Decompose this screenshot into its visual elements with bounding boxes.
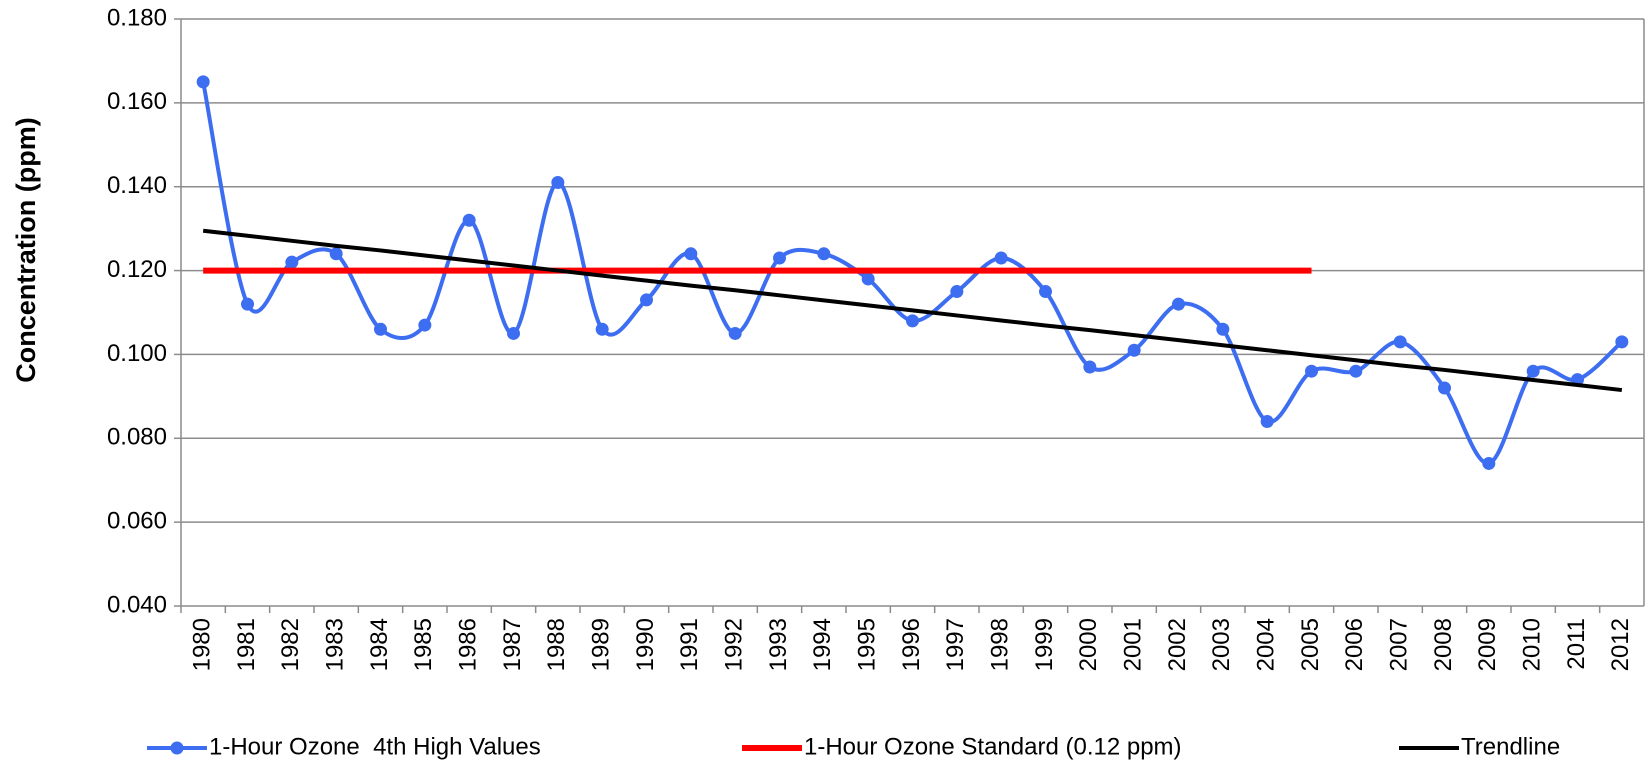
data-point xyxy=(462,213,476,227)
x-tick-label: 1997 xyxy=(942,618,969,671)
data-point xyxy=(1438,381,1451,395)
x-tick-label: 1989 xyxy=(588,618,615,671)
x-tick-label: 1984 xyxy=(366,618,393,671)
x-tick-label: 2008 xyxy=(1430,618,1457,671)
data-point xyxy=(241,297,254,311)
x-tick-label: 1980 xyxy=(189,618,216,671)
y-tick-label: 0.140 xyxy=(107,172,167,199)
legend-marker xyxy=(170,741,184,755)
legend-label: 1-Hour Ozone Standard (0.12 ppm) xyxy=(804,733,1182,760)
x-tick-label: 1988 xyxy=(543,618,570,671)
x-tick-label: 2002 xyxy=(1164,618,1191,671)
data-point xyxy=(595,322,609,336)
data-point xyxy=(684,247,698,261)
series-line xyxy=(202,228,1623,393)
data-point xyxy=(817,247,831,261)
x-tick-label: 2000 xyxy=(1075,618,1102,671)
data-point xyxy=(1305,364,1318,378)
x-tick-label: 1990 xyxy=(632,618,659,671)
y-tick-label: 0.060 xyxy=(107,507,167,534)
y-tick-label: 0.120 xyxy=(107,256,167,283)
x-tick-label: 2011 xyxy=(1563,618,1590,670)
legend-label: Trendline xyxy=(1461,733,1560,760)
x-tick-label: 2012 xyxy=(1607,618,1634,671)
x-tick-label: 2003 xyxy=(1208,618,1235,671)
x-tick-label: 1996 xyxy=(898,618,925,671)
data-point xyxy=(906,314,919,328)
legend-label: 1-Hour Ozone 4th High Values xyxy=(209,733,541,760)
x-tick-label: 1995 xyxy=(854,618,881,671)
data-point xyxy=(728,326,742,340)
data-point xyxy=(1127,343,1141,357)
data-point xyxy=(196,75,210,89)
data-point xyxy=(1216,322,1230,336)
y-tick-label: 0.160 xyxy=(107,88,167,115)
data-point xyxy=(861,272,875,286)
x-tick-label: 2010 xyxy=(1519,618,1546,671)
x-tick-label: 1991 xyxy=(676,618,703,671)
data-point xyxy=(1482,456,1496,470)
x-tick-label: 1983 xyxy=(322,618,349,671)
data-point xyxy=(374,322,387,336)
x-tick-label: 1992 xyxy=(721,618,748,671)
data-point xyxy=(1615,335,1629,349)
data-point xyxy=(773,251,786,265)
x-tick-label: 2005 xyxy=(1297,618,1324,671)
x-tick-label: 1986 xyxy=(455,618,482,671)
x-tick-label: 2001 xyxy=(1120,618,1147,671)
data-point xyxy=(1393,335,1407,349)
data-point xyxy=(1172,297,1185,311)
x-tick-label: 1993 xyxy=(765,618,792,671)
y-tick-label: 0.180 xyxy=(107,4,167,31)
data-point xyxy=(285,255,299,269)
data-point xyxy=(1039,285,1052,299)
x-tick-label: 1987 xyxy=(499,618,526,671)
data-point xyxy=(1260,415,1274,429)
y-tick-label: 0.100 xyxy=(107,340,167,367)
x-tick-label: 2006 xyxy=(1341,618,1368,671)
x-tick-label: 1982 xyxy=(277,618,304,671)
data-point xyxy=(950,285,964,299)
data-point xyxy=(994,251,1008,265)
data-point xyxy=(551,176,565,190)
x-tick-label: 2004 xyxy=(1253,618,1280,671)
data-point xyxy=(640,293,653,307)
x-tick-label: 1998 xyxy=(987,618,1014,671)
x-tick-label: 2009 xyxy=(1474,618,1501,671)
data-point xyxy=(329,247,343,261)
x-tick-label: 1994 xyxy=(809,618,836,671)
data-point xyxy=(1349,364,1363,378)
y-tick-label: 0.040 xyxy=(107,591,167,618)
x-tick-label: 1985 xyxy=(410,618,437,671)
x-tick-label: 1999 xyxy=(1031,618,1058,671)
data-point xyxy=(418,318,432,332)
data-point xyxy=(1526,364,1540,378)
data-point xyxy=(507,326,520,340)
x-tick-label: 2007 xyxy=(1386,618,1413,671)
x-tick-label: 1981 xyxy=(233,618,260,671)
data-point xyxy=(1083,360,1097,374)
y-axis-title: Concentration (ppm) xyxy=(11,117,41,382)
y-tick-label: 0.080 xyxy=(107,424,167,451)
